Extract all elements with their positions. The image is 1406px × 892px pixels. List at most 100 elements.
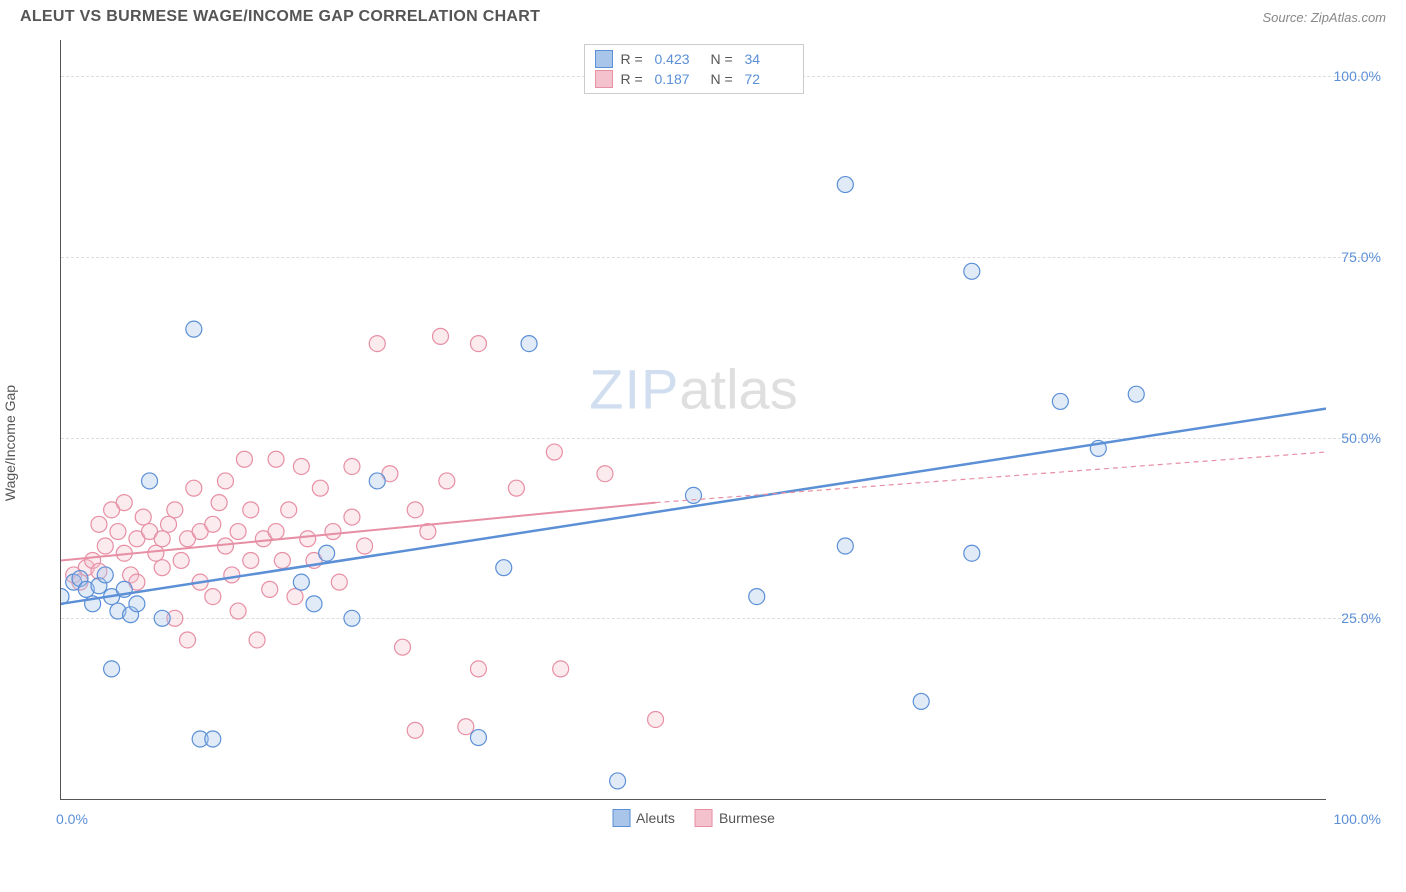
- scatter-point: [97, 538, 113, 554]
- scatter-point: [325, 524, 341, 540]
- scatter-point: [433, 328, 449, 344]
- legend-series-item: Burmese: [695, 809, 775, 827]
- scatter-point: [546, 444, 562, 460]
- legend-r-value: 0.423: [655, 51, 703, 67]
- legend-series-item: Aleuts: [612, 809, 675, 827]
- legend-n-value: 34: [745, 51, 793, 67]
- legend-r-value: 0.187: [655, 71, 703, 87]
- scatter-point: [281, 502, 297, 518]
- y-tick-label: 100.0%: [1334, 68, 1381, 84]
- scatter-point: [749, 589, 765, 605]
- scatter-plot-svg: [61, 40, 1326, 799]
- chart-title: ALEUT VS BURMESE WAGE/INCOME GAP CORRELA…: [20, 8, 540, 26]
- scatter-point: [243, 502, 259, 518]
- scatter-point: [964, 263, 980, 279]
- scatter-point: [110, 524, 126, 540]
- legend-stats-row: R = 0.423 N = 34: [595, 49, 793, 69]
- scatter-point: [104, 661, 120, 677]
- scatter-point: [837, 177, 853, 193]
- scatter-point: [91, 516, 107, 532]
- y-axis-label: Wage/Income Gap: [2, 385, 18, 501]
- scatter-point: [129, 596, 145, 612]
- scatter-point: [205, 516, 221, 532]
- scatter-point: [293, 458, 309, 474]
- scatter-point: [319, 545, 335, 561]
- scatter-point: [470, 730, 486, 746]
- scatter-point: [262, 581, 278, 597]
- legend-series-label: Aleuts: [636, 810, 675, 826]
- chart-header: ALEUT VS BURMESE WAGE/INCOME GAP CORRELA…: [0, 0, 1406, 30]
- scatter-point: [268, 524, 284, 540]
- y-tick-label: 25.0%: [1341, 610, 1381, 626]
- scatter-point: [186, 480, 202, 496]
- scatter-point: [135, 509, 151, 525]
- scatter-point: [230, 603, 246, 619]
- scatter-point: [357, 538, 373, 554]
- legend-swatch: [695, 809, 713, 827]
- scatter-point: [837, 538, 853, 554]
- scatter-point: [686, 487, 702, 503]
- scatter-point: [236, 451, 252, 467]
- scatter-point: [1052, 393, 1068, 409]
- scatter-point: [439, 473, 455, 489]
- legend-n-label: N =: [711, 51, 737, 67]
- scatter-point: [521, 336, 537, 352]
- scatter-point: [470, 661, 486, 677]
- scatter-point: [154, 610, 170, 626]
- plot-area: ZIPatlas R =0.423N =34R =0.187N =72 0.0%…: [60, 40, 1326, 800]
- scatter-point: [964, 545, 980, 561]
- legend-stats-box: R = 0.423 N = 34 R =0.187N =72: [584, 44, 804, 94]
- scatter-point: [508, 480, 524, 496]
- scatter-point: [97, 567, 113, 583]
- y-tick-label: 75.0%: [1341, 249, 1381, 265]
- legend-series: Aleuts Burmese: [612, 809, 775, 827]
- scatter-point: [224, 567, 240, 583]
- legend-stats-row: R =0.187N =72: [595, 69, 793, 89]
- scatter-point: [116, 495, 132, 511]
- scatter-point: [243, 552, 259, 568]
- legend-series-label: Burmese: [719, 810, 775, 826]
- legend-swatch: [595, 50, 613, 68]
- scatter-point: [161, 516, 177, 532]
- scatter-point: [344, 509, 360, 525]
- scatter-point: [306, 596, 322, 612]
- scatter-point: [167, 502, 183, 518]
- scatter-point: [407, 722, 423, 738]
- scatter-point: [205, 731, 221, 747]
- scatter-point: [312, 480, 328, 496]
- scatter-point: [369, 473, 385, 489]
- scatter-point: [610, 773, 626, 789]
- source-attribution: Source: ZipAtlas.com: [1262, 10, 1386, 25]
- y-tick-label: 50.0%: [1341, 430, 1381, 446]
- scatter-point: [142, 473, 158, 489]
- scatter-point: [369, 336, 385, 352]
- legend-n-value: 72: [745, 71, 793, 87]
- scatter-point: [274, 552, 290, 568]
- x-tick-100: 100.0%: [1334, 811, 1381, 827]
- scatter-point: [913, 693, 929, 709]
- scatter-point: [331, 574, 347, 590]
- scatter-point: [300, 531, 316, 547]
- scatter-point: [553, 661, 569, 677]
- legend-swatch: [595, 70, 613, 88]
- scatter-point: [597, 466, 613, 482]
- scatter-point: [470, 336, 486, 352]
- scatter-point: [344, 610, 360, 626]
- scatter-point: [186, 321, 202, 337]
- scatter-point: [287, 589, 303, 605]
- chart-container: Wage/Income Gap ZIPatlas R =0.423N =34R …: [50, 30, 1386, 840]
- scatter-point: [268, 451, 284, 467]
- scatter-point: [217, 473, 233, 489]
- scatter-point: [173, 552, 189, 568]
- scatter-point: [148, 545, 164, 561]
- scatter-point: [154, 531, 170, 547]
- scatter-point: [344, 458, 360, 474]
- legend-r-label: R =: [621, 51, 647, 67]
- scatter-point: [211, 495, 227, 511]
- scatter-point: [395, 639, 411, 655]
- scatter-point: [496, 560, 512, 576]
- scatter-point: [249, 632, 265, 648]
- scatter-point: [205, 589, 221, 605]
- scatter-point: [154, 560, 170, 576]
- scatter-point: [458, 719, 474, 735]
